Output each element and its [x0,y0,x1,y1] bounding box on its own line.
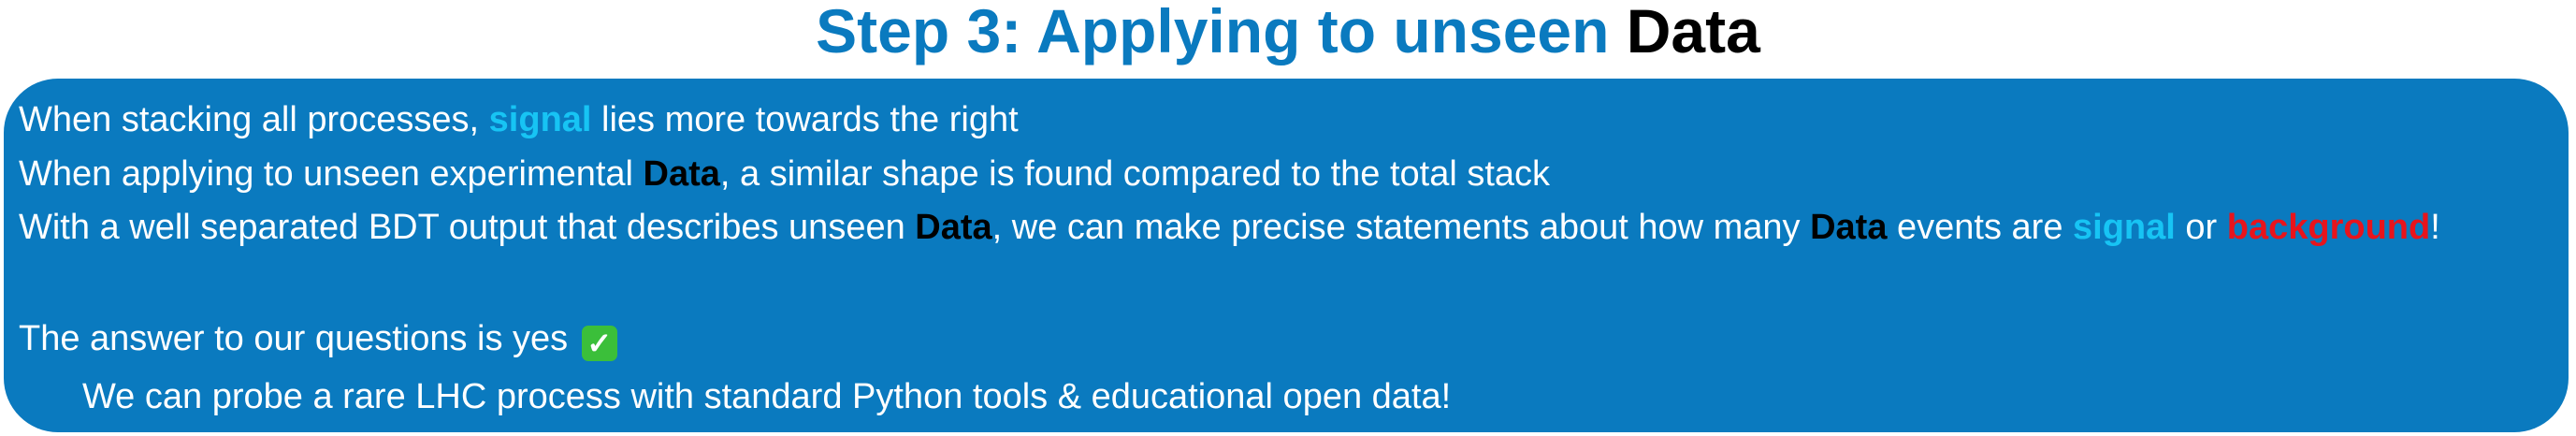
text-line-answer: The answer to our questions is yes ✓ [19,318,617,361]
text-segment: events are [1887,208,2074,247]
text-line-conclusion: We can probe a rare LHC process with sta… [82,376,1451,417]
title-main: Step 3: Applying to unseen [816,0,1627,65]
white-check-mark-icon: ✓ [581,326,617,361]
data-keyword: Data [643,154,720,194]
signal-keyword: signal [488,100,592,139]
text-segment: The answer to our questions is yes [19,319,578,358]
data-keyword: Data [915,208,992,247]
text-segment: When applying to unseen experimental [19,154,644,194]
text-line-stacking: When stacking all processes, signal lies… [19,99,1019,140]
text-line-applying: When applying to unseen experimental Dat… [19,153,1550,195]
text-line-separated: With a well separated BDT output that de… [19,207,2440,248]
title-emphasis: Data [1626,0,1760,65]
background-keyword: background [2226,208,2431,247]
text-segment: ! [2430,208,2440,247]
content-panel: When stacking all processes, signal lies… [4,79,2569,432]
text-segment: We can probe a rare LHC process with sta… [82,377,1452,416]
data-keyword: Data [1810,208,1888,247]
text-segment: lies more towards the right [591,100,1019,139]
text-segment: When stacking all processes, [19,100,489,139]
text-segment: , a similar shape is found compared to t… [719,154,1551,194]
signal-keyword: signal [2073,208,2176,247]
text-segment: With a well separated BDT output that de… [19,208,916,247]
slide-title: Step 3: Applying to unseen Data [0,0,2576,62]
text-segment: , we can make precise statements about h… [991,208,1811,247]
text-segment: or [2175,208,2227,247]
